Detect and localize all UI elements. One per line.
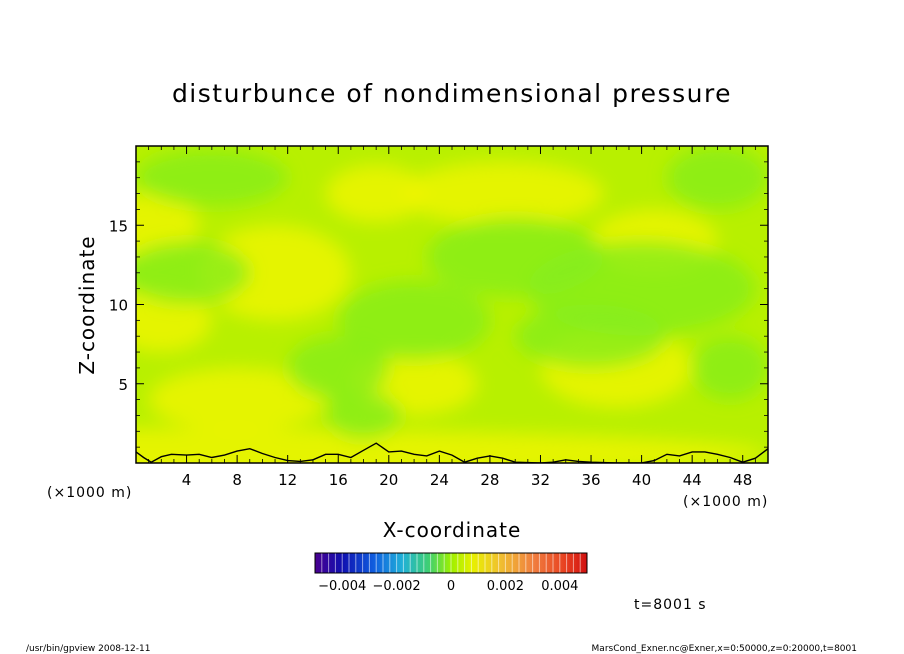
field-patch xyxy=(199,225,351,321)
colorbar-tick-label: 0 xyxy=(447,579,455,594)
colorbar-divisions xyxy=(321,553,581,573)
y-axis-label: Z-coordinate xyxy=(75,235,99,374)
x-tick-label: 12 xyxy=(278,471,297,489)
footer-program: /usr/bin/gpview 2008-12-11 xyxy=(26,644,150,654)
x-tick-label: 4 xyxy=(182,471,192,489)
colorbar-tick-label: 0.002 xyxy=(487,579,524,594)
field-patch xyxy=(136,241,250,305)
y-tick-label: 10 xyxy=(109,297,128,315)
colorbar-frame xyxy=(314,552,588,574)
field-patch xyxy=(136,149,288,207)
x-axis-label: X-coordinate xyxy=(383,518,522,542)
x-tick-label: 16 xyxy=(329,471,348,489)
y-tick-label: 15 xyxy=(109,217,128,235)
x-axis-unit-right: (×1000 m) xyxy=(683,494,768,510)
x-tick-label: 8 xyxy=(232,471,242,489)
colorbar-tick-label: −0.002 xyxy=(373,579,421,594)
field-patch xyxy=(325,391,402,440)
zero-contour-line xyxy=(136,442,768,463)
x-axis-unit-left: (×1000 m) xyxy=(47,485,132,501)
field-patch xyxy=(692,336,768,400)
field-patch xyxy=(401,161,604,226)
field-patch xyxy=(136,288,212,353)
x-tick-label: 20 xyxy=(379,471,398,489)
x-tick-label: 40 xyxy=(632,471,651,489)
field-patch xyxy=(426,217,604,297)
field-patch xyxy=(666,146,768,210)
y-axis-ticks: 5 10 15 xyxy=(109,217,768,394)
x-tick-label: 36 xyxy=(581,471,600,489)
y-tick-label: 5 xyxy=(118,376,128,394)
heatmap-field xyxy=(136,146,768,463)
x-tick-label: 44 xyxy=(683,471,702,489)
footer-source: MarsCond_Exner.nc@Exner,x=0:50000,z=0:20… xyxy=(592,644,857,654)
colorbar-tick-label: 0.004 xyxy=(541,579,578,594)
field-patch xyxy=(148,367,326,432)
x-tick-label: 32 xyxy=(531,471,550,489)
field-patch xyxy=(325,165,427,223)
x-tick-label: 48 xyxy=(733,471,752,489)
time-annotation: t=8001 s xyxy=(634,597,707,613)
field-patch xyxy=(515,304,667,368)
colorbar: −0.004 −0.002 0 0.002 0.004 xyxy=(314,552,588,594)
colorbar-tick-labels: −0.004 −0.002 0 0.002 0.004 xyxy=(318,579,578,594)
x-tick-label: 24 xyxy=(430,471,449,489)
colorbar-tick-label: −0.004 xyxy=(318,579,366,594)
minor-ticks xyxy=(136,146,768,463)
x-axis-ticks: 4 8 12 16 20 24 28 32 36 40 44 48 xyxy=(182,146,752,489)
chart-title: disturbunce of nondimensional pressure xyxy=(172,79,732,108)
field-patch xyxy=(136,428,768,463)
field-patch xyxy=(338,280,490,360)
x-tick-label: 28 xyxy=(480,471,499,489)
field-patch xyxy=(287,336,389,400)
